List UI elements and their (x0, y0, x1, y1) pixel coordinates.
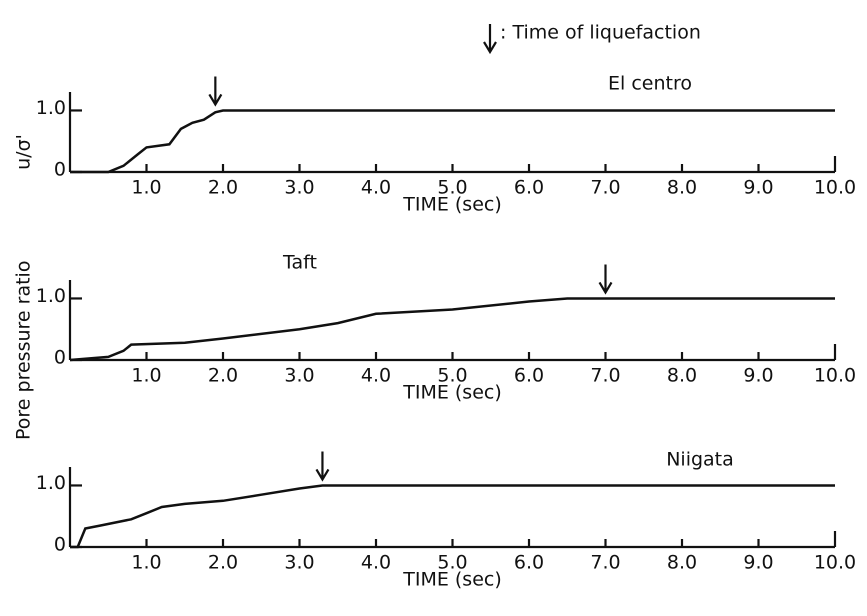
x-tick-label: 2.0 (208, 365, 238, 387)
liquefaction-arrow (315, 451, 330, 482)
note: : Time of liquefaction (500, 22, 701, 44)
series-name: El centro (608, 73, 692, 95)
x-tick-label: 3.0 (284, 365, 314, 387)
x-tick-label: 1.0 (131, 177, 161, 199)
liquefaction-arrow (598, 264, 613, 295)
series-name: Taft (282, 252, 317, 274)
y-axis-label: Pore pressure ratio (13, 261, 35, 440)
y-tick-label: 1.0 (36, 97, 66, 119)
x-tick-label: 5.0 (437, 177, 467, 199)
x-tick-label: 8.0 (667, 552, 697, 574)
x-tick-label: 4.0 (361, 365, 391, 387)
x-tick-label: 10.0 (814, 365, 856, 387)
series-line (70, 484, 835, 549)
x-tick-label: 1.0 (131, 552, 161, 574)
x-tick-label: 9.0 (743, 177, 773, 199)
series-name: Niigata (666, 449, 734, 471)
x-tick-label: 4.0 (361, 177, 391, 199)
y-tick-label: 1.0 (36, 285, 66, 307)
x-tick-label: 6.0 (514, 177, 544, 199)
liquefaction-arrow (208, 76, 223, 107)
x-tick-label: 2.0 (208, 177, 238, 199)
x-tick-label: 3.0 (284, 177, 314, 199)
note-arrow (483, 24, 497, 55)
x-tick-label: 9.0 (743, 365, 773, 387)
x-tick-label: 6.0 (514, 552, 544, 574)
x-tick-label: 7.0 (590, 552, 620, 574)
x-tick-label: 5.0 (437, 552, 467, 574)
y-tick-label: 0 (54, 534, 66, 556)
series-line (70, 109, 835, 174)
x-tick-label: 1.0 (131, 365, 161, 387)
x-tick-label: 8.0 (667, 365, 697, 387)
y-axis-symbol: u/σ' (13, 134, 35, 170)
x-axis-label: TIME (sec) (402, 382, 502, 404)
x-tick-label: 8.0 (667, 177, 697, 199)
y-tick-label: 0 (54, 347, 66, 369)
series-line (69, 297, 835, 362)
x-tick-label: 4.0 (361, 552, 391, 574)
x-tick-label: 10.0 (814, 177, 856, 199)
y-tick-label: 0 (54, 159, 66, 181)
y-tick-label: 1.0 (36, 472, 66, 494)
x-tick-label: 10.0 (814, 552, 856, 574)
x-tick-label: 5.0 (437, 365, 467, 387)
x-tick-label: 9.0 (743, 552, 773, 574)
x-tick-label: 7.0 (590, 365, 620, 387)
x-axis-label: TIME (sec) (402, 194, 502, 216)
x-axis-label: TIME (sec) (402, 569, 502, 591)
x-tick-label: 2.0 (208, 552, 238, 574)
x-tick-label: 3.0 (284, 552, 314, 574)
x-tick-label: 6.0 (514, 365, 544, 387)
x-tick-label: 7.0 (590, 177, 620, 199)
